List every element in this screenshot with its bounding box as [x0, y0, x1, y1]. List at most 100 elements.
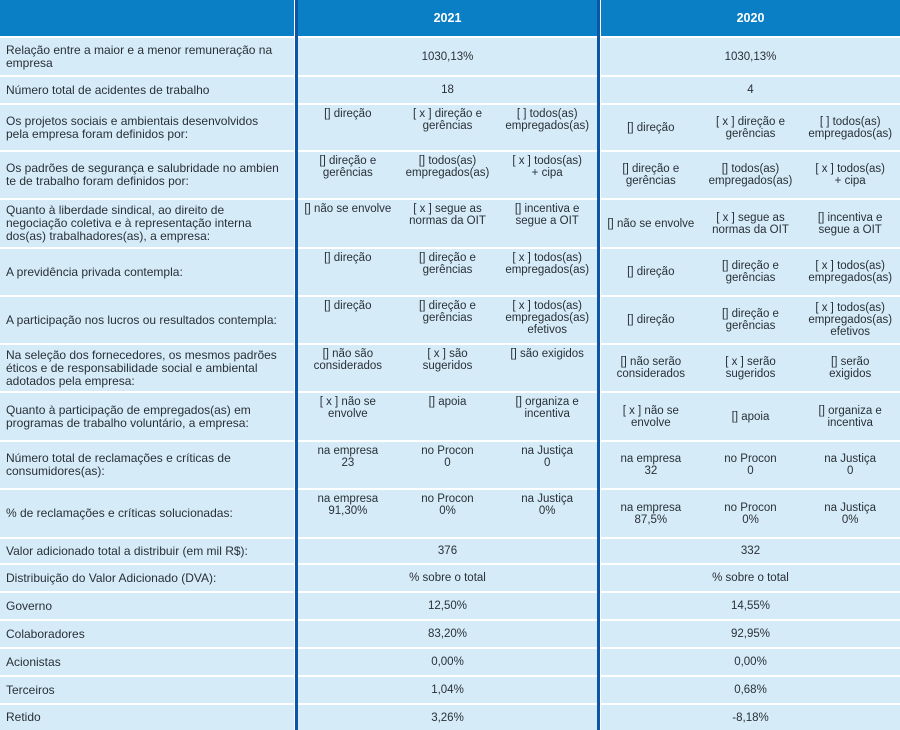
option-cell: [] incentiva e segue a OIT: [514, 203, 580, 227]
column-divider: [597, 0, 600, 730]
row-label: % de reclamações e críticas solucionadas…: [0, 490, 294, 537]
table-row: Relação entre a maior e a menor remunera…: [0, 38, 900, 75]
value-y2021: na empresa 91,30% no Procon 0% na Justiça …: [298, 490, 597, 537]
row-label: Número total de reclamações e críticas d…: [0, 442, 294, 488]
option-cell: [ ] todos(as) empregados(as): [505, 108, 590, 132]
table-header: 2021 2020: [0, 0, 900, 36]
header-year-2020: 2020: [601, 0, 900, 36]
option-cell: [] todos(as) empregados(as): [708, 163, 793, 187]
option-cell: no Procon 0%: [724, 501, 777, 526]
option-cell: na Justiça 0: [521, 445, 574, 469]
option-cell: na empresa 87,5%: [620, 501, 682, 526]
row-label: Retido: [0, 705, 294, 730]
option-cell: [] direção: [324, 300, 372, 312]
value-y2021: [] não são considerados [ x ] são sugerid…: [298, 345, 597, 391]
row-label: Governo: [0, 593, 294, 619]
option-cell: [] apoia: [731, 410, 770, 423]
value-y2021: 3,26%: [298, 705, 597, 730]
option-cell: na Justiça 0: [824, 453, 877, 477]
option-cell: [] não se envolve: [304, 203, 392, 215]
option-cell: [] todos(as) empregados(as): [405, 155, 490, 179]
value-y2021: % sobre o total: [298, 565, 597, 591]
value-y2021: 376: [298, 539, 597, 563]
option-cell: [ x ] são sugeridos: [422, 348, 473, 372]
option-cell: [] direção e gerências: [622, 163, 680, 187]
table-row: A previdência privada contempla: [] direç…: [0, 249, 900, 295]
option-cell: na Justiça 0%: [824, 501, 877, 526]
value-y2021: 18: [298, 77, 597, 103]
value-y2021: [] direção [] direção e gerências [ x ] to…: [298, 249, 597, 295]
value-y2020: [] direção [ x ] direção e gerências [ ] t…: [601, 105, 900, 150]
value-y2020: 92,95%: [601, 621, 900, 647]
row-label: Valor adicionado total a distribuir (em …: [0, 539, 294, 563]
value-y2020: [] direção [] direção e gerências [ x ] to…: [601, 249, 900, 295]
value-y2020: -8,18%: [601, 705, 900, 730]
value-y2020: % sobre o total: [601, 565, 900, 591]
option-cell: [ x ] todos(as) + cipa: [512, 155, 583, 179]
option-cell: [ x ] direção e gerências: [715, 115, 786, 140]
option-cell: [ x ] não se envolve: [319, 396, 376, 420]
option-cell: [ x ] todos(as) empregados(as): [505, 252, 590, 276]
row-label: Número total de acidentes de trabalho: [0, 77, 294, 103]
option-cell: [] direção e gerências: [319, 155, 377, 179]
row-label: Terceiros: [0, 677, 294, 703]
column-divider: [295, 0, 298, 730]
header-year-2021: 2021: [298, 0, 597, 36]
option-cell: [ ] todos(as) empregados(as): [808, 115, 893, 140]
option-cell: no Procon 0%: [421, 493, 474, 517]
table-row: Quanto à liberdade sindical, ao direito …: [0, 200, 900, 247]
row-label: Quanto à liberdade sindical, ao direito …: [0, 200, 294, 247]
table-row: Número total de acidentes de trabalho 18 4: [0, 77, 900, 103]
row-label: A previdência privada contempla:: [0, 249, 294, 295]
option-cell: [] organiza e incentiva: [818, 404, 882, 429]
option-cell: no Procon 0: [724, 453, 777, 477]
value-y2021: 0,00%: [298, 649, 597, 675]
option-cell: [] não se envolve: [607, 217, 695, 230]
row-label: Relação entre a maior e a menor remunera…: [0, 38, 294, 75]
option-cell: [ x ] todos(as) + cipa: [815, 163, 886, 187]
option-cell: na Justiça 0%: [521, 493, 574, 517]
table-row: Terceiros 1,04% 0,68%: [0, 677, 900, 703]
option-cell: [ x ] todos(as) empregados(as): [808, 260, 893, 284]
header-label: [0, 0, 294, 36]
value-y2020: [] direção e gerências [] todos(as) empre…: [601, 152, 900, 198]
value-y2020: [] não se envolve [ x ] segue as normas d…: [601, 200, 900, 247]
row-label: Os padrões de segurança e salubridade no…: [0, 152, 294, 198]
table-row: A participação nos lucros ou resultados …: [0, 297, 900, 343]
table-row: Número total de reclamações e críticas d…: [0, 442, 900, 488]
row-label: A participação nos lucros ou resultados …: [0, 297, 294, 343]
value-y2020: na empresa 87,5% no Procon 0% na Justiça 0…: [601, 490, 900, 537]
option-cell: [] direção: [627, 266, 675, 278]
option-cell: [ x ] segue as normas da OIT: [409, 203, 486, 227]
option-cell: no Procon 0: [421, 445, 474, 469]
value-y2020: 0,00%: [601, 649, 900, 675]
option-cell: [] direção: [324, 252, 372, 264]
value-y2021: 1,04%: [298, 677, 597, 703]
value-y2020: 4: [601, 77, 900, 103]
table-row: Acionistas 0,00% 0,00%: [0, 649, 900, 675]
value-y2021: [] não se envolve [ x ] segue as normas d…: [298, 200, 597, 247]
value-y2020: 14,55%: [601, 593, 900, 619]
option-cell: [] direção e gerências: [419, 252, 476, 276]
option-cell: [] direção e gerências: [419, 300, 476, 324]
option-cell: na empresa 91,30%: [317, 493, 379, 517]
table-row: Na seleção dos fornecedores, os mesmos p…: [0, 345, 900, 391]
value-y2021: 12,50%: [298, 593, 597, 619]
value-y2020: 0,68%: [601, 677, 900, 703]
option-cell: [ x ] serão sugeridos: [725, 356, 776, 380]
row-label: Quanto à participação de empregados(as) …: [0, 393, 294, 440]
option-cell: [] organiza e incentiva: [515, 396, 579, 420]
value-y2020: 1030,13%: [601, 38, 900, 75]
value-y2020: [] direção [] direção e gerências [ x ] to…: [601, 297, 900, 343]
option-cell: [ x ] direção e gerências: [412, 108, 483, 132]
option-cell: [] incentiva e segue a OIT: [817, 211, 883, 236]
option-cell: [ x ] todos(as) empregados(as) efetivos: [808, 302, 893, 338]
option-cell: [] direção: [627, 121, 675, 134]
option-cell: [] direção: [627, 314, 675, 326]
table-row: Os projetos sociais e ambientais desenvo…: [0, 105, 900, 150]
value-y2021: [ x ] não se envolve [] apoia [] organiza …: [298, 393, 597, 440]
table-row: Os padrões de segurança e salubridade no…: [0, 152, 900, 198]
option-cell: [] apoia: [428, 396, 467, 408]
table-row: Valor adicionado total a distribuir (em …: [0, 539, 900, 563]
table-row: % de reclamações e críticas solucionadas…: [0, 490, 900, 537]
